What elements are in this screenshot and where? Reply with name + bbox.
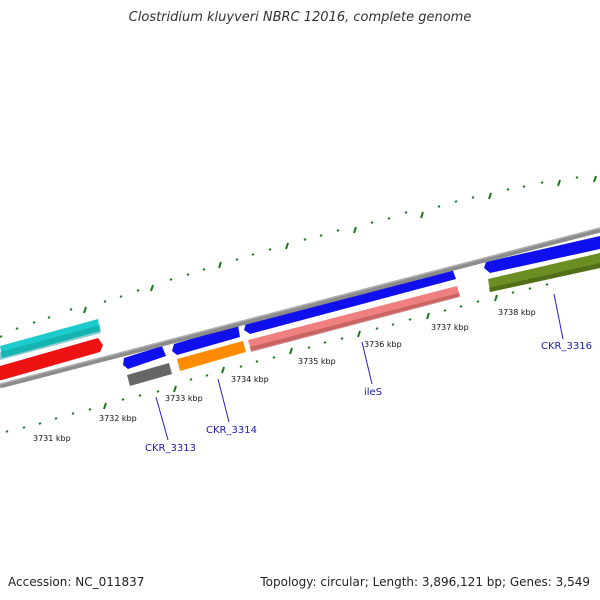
map-title: Clostridium kluyveri NBRC 12016, complet… [128,10,472,25]
gene-label-ckr-3316[interactable]: CKR_3316 [541,341,592,352]
kbp-label: 3735 kbp [298,357,336,366]
gene-labels: CKR_3313 CKR_3314 ileS CKR_3316 [145,341,592,454]
kbp-label: 3731 kbp [33,434,71,443]
kbp-label: 3737 kbp [431,323,469,332]
outer-tick-track [0,175,597,338]
kbp-labels: 3731 kbp 3732 kbp 3733 kbp 3734 kbp 3735… [33,308,536,443]
kbp-label: 3734 kbp [231,375,269,384]
kbp-label: 3733 kbp [165,394,203,403]
gene-label-leaders [155,293,564,441]
gene-blue-c[interactable] [244,268,456,334]
gene-blue-b[interactable] [172,325,240,355]
gene-red[interactable] [0,338,103,380]
gene-label-iles[interactable]: ileS [364,387,382,398]
kbp-label: 3736 kbp [364,340,402,349]
accession-text: Accession: NC_011837 [8,575,145,589]
outer-gene-track [0,236,600,369]
gene-gray[interactable] [127,363,172,386]
kbp-label: 3732 kbp [99,414,137,423]
genome-backbone [0,227,600,389]
summary-text: Topology: circular; Length: 3,896,121 bp… [260,575,590,589]
kbp-label: 3738 kbp [498,308,536,317]
gene-blue-d[interactable] [484,236,600,273]
gene-label-ckr-3313[interactable]: CKR_3313 [145,443,196,454]
gene-orange[interactable] [177,341,246,371]
gene-label-ckr-3314[interactable]: CKR_3314 [206,425,257,436]
gene-blue-small[interactable] [123,346,166,369]
inner-tick-track [5,283,549,433]
inner-gene-track [0,253,600,386]
